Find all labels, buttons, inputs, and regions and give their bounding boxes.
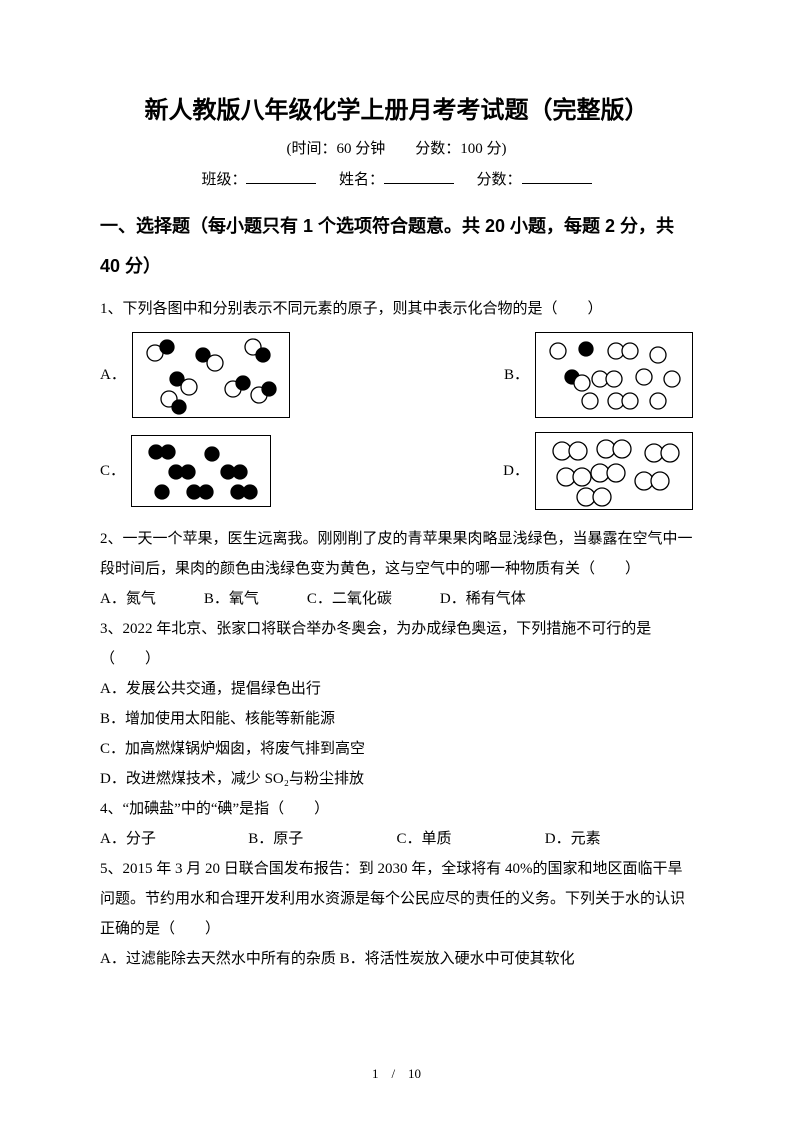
- q1-d-diagram: [535, 432, 693, 510]
- name-blank[interactable]: [384, 169, 454, 184]
- q1-b-diagram: [535, 332, 693, 418]
- q1-opt-a[interactable]: A．: [100, 332, 290, 418]
- q5-stem: 5、2015 年 3 月 20 日联合国发布报告：到 2030 年，全球将有 4…: [100, 854, 693, 944]
- q1-a-label: A．: [100, 360, 126, 390]
- q2-a[interactable]: A．氮气: [100, 584, 156, 614]
- q5-ab[interactable]: A．过滤能除去天然水中所有的杂质 B．将活性炭放入硬水中可使其软化: [100, 944, 693, 974]
- q1-stem: 1、下列各图中和分别表示不同元素的原子，则其中表示化合物的是（ ）: [100, 294, 693, 324]
- q2-c[interactable]: C．二氧化碳: [307, 584, 392, 614]
- q4-b[interactable]: B．原子: [248, 824, 396, 854]
- q3-b[interactable]: B．增加使用太阳能、核能等新能源: [100, 704, 693, 734]
- q3-options: A．发展公共交通，提倡绿色出行 B．增加使用太阳能、核能等新能源 C．加高燃煤锅…: [100, 674, 693, 794]
- page-title: 新人教版八年级化学上册月考考试题（完整版）: [100, 90, 693, 125]
- q3-d[interactable]: D．改进燃煤技术，减少 SO₂与粉尘排放: [100, 764, 693, 794]
- section-1-heading: 一、选择题（每小题只有 1 个选项符合题意。共 20 小题，每题 2 分，共 4…: [100, 207, 693, 286]
- student-info-line: 班级： 姓名： 分数：: [100, 168, 693, 189]
- q2-b[interactable]: B．氧气: [204, 584, 259, 614]
- q2-stem: 2、一天一个苹果，医生远离我。刚刚削了皮的青苹果果肉略显浅绿色，当暴露在空气中一…: [100, 524, 693, 584]
- score-blank[interactable]: [522, 169, 592, 184]
- q1-opt-b[interactable]: B．: [504, 332, 693, 418]
- q4-a[interactable]: A．分子: [100, 824, 248, 854]
- q3-c[interactable]: C．加高燃煤锅炉烟囱，将废气排到高空: [100, 734, 693, 764]
- q1-opt-d[interactable]: D．: [503, 432, 693, 510]
- q1-c-label: C．: [100, 456, 125, 486]
- q2-options: A．氮气 B．氧气 C．二氧化碳 D．稀有气体: [100, 584, 693, 614]
- q1-opt-c[interactable]: C．: [100, 435, 271, 507]
- q3-a[interactable]: A．发展公共交通，提倡绿色出行: [100, 674, 693, 704]
- page-footer: 1 / 10: [0, 1063, 793, 1082]
- class-label: 班级：: [201, 172, 246, 188]
- exam-meta: (时间：60 分钟 分数：100 分): [100, 137, 693, 158]
- q3-stem: 3、2022 年北京、张家口将联合举办冬奥会，为办成绿色奥运，下列措施不可行的是…: [100, 614, 693, 674]
- class-blank[interactable]: [246, 169, 316, 184]
- q1-b-label: B．: [504, 360, 529, 390]
- q1-d-label: D．: [503, 456, 529, 486]
- name-label: 姓名：: [339, 172, 384, 188]
- q4-d[interactable]: D．元素: [545, 824, 693, 854]
- score-label: 分数：: [477, 172, 522, 188]
- q4-options: A．分子 B．原子 C．单质 D．元素: [100, 824, 693, 854]
- q1-row-ab: A． B．: [100, 332, 693, 418]
- q1-row-cd: C． D．: [100, 432, 693, 510]
- q2-d[interactable]: D．稀有气体: [440, 584, 526, 614]
- q4-stem: 4、“加碘盐”中的“碘”是指（ ）: [100, 794, 693, 824]
- q4-c[interactable]: C．单质: [397, 824, 545, 854]
- q1-a-diagram: [132, 332, 290, 418]
- q1-c-diagram: [131, 435, 271, 507]
